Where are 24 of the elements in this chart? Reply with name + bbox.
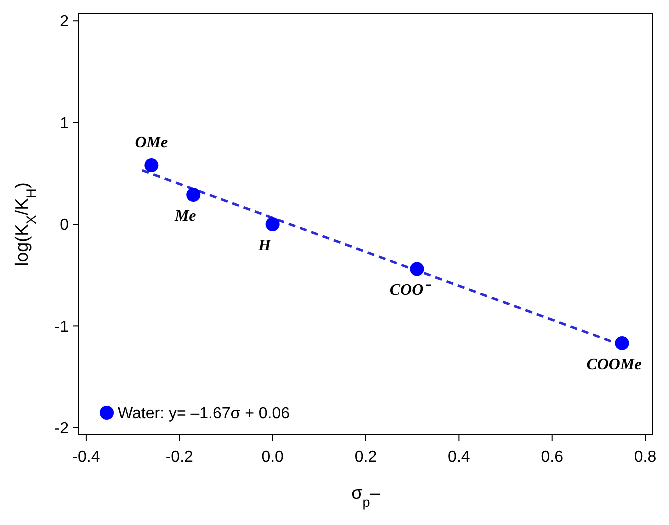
y-tick-label: -2: [54, 420, 70, 438]
point: [615, 336, 630, 350]
point: [186, 188, 201, 202]
annotation: Me: [174, 208, 196, 226]
annotation: COO⁻: [390, 282, 432, 300]
x-axis-title: σ$_{p}$–: [352, 483, 380, 510]
x-tick-label: 0.2: [354, 449, 378, 466]
legend-label: Water: y= –1.67σ + 0.06: [118, 406, 290, 423]
y-tick-label: 1: [60, 115, 70, 132]
annotation: COOMe: [586, 356, 642, 374]
x-tick-label: 0.8: [634, 449, 657, 466]
x-tick-label: 0.6: [541, 449, 564, 466]
annotation: H: [258, 238, 272, 254]
annotation: OMe: [135, 134, 168, 152]
point: [410, 262, 424, 276]
x-tick-label: 0.0: [262, 449, 284, 466]
x-tick-label: -0.2: [166, 449, 194, 466]
y-tick-label: -1: [54, 318, 70, 336]
y-tick-label: 0: [60, 217, 70, 234]
point: [266, 218, 280, 232]
y-tick-label: 2: [60, 14, 70, 31]
x-tick-label: 0.4: [448, 449, 470, 466]
x-tick-label: -0.4: [72, 449, 100, 466]
point: [144, 158, 159, 173]
